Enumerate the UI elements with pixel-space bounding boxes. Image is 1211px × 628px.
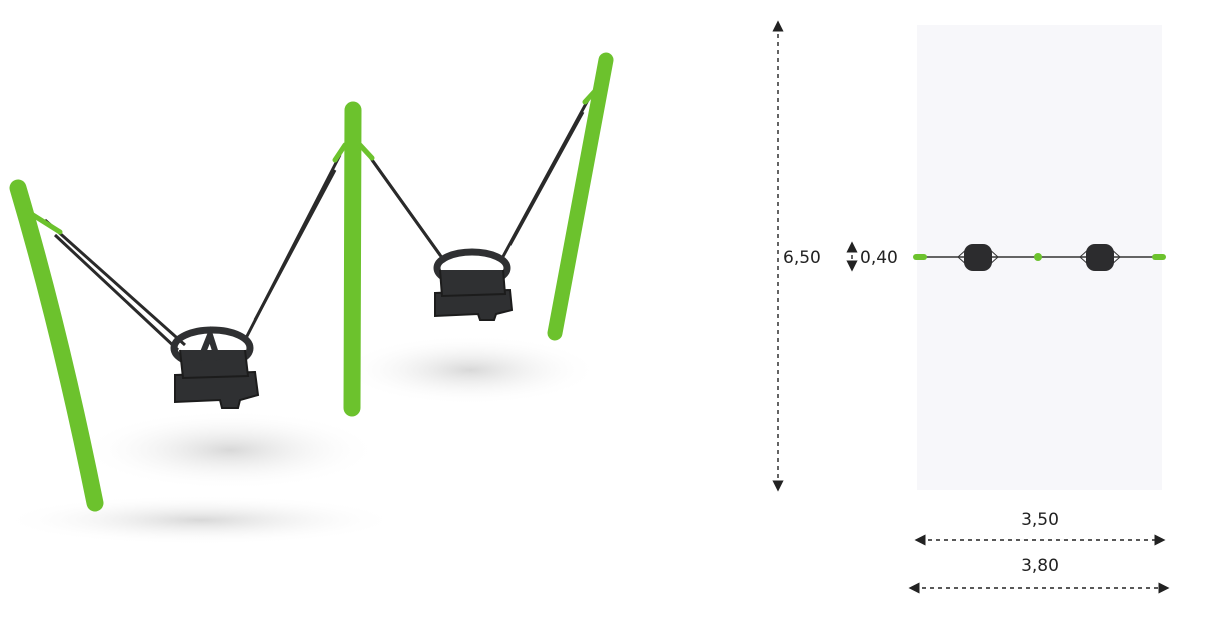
swing-render	[0, 52, 614, 545]
plan-view	[913, 25, 1166, 490]
height-label: 6,50	[783, 248, 821, 268]
seat-label: 0,40	[860, 248, 898, 268]
dimension-lines	[772, 20, 1170, 594]
seat-right	[433, 248, 514, 321]
seat-left	[170, 326, 260, 409]
inner-width-label: 3,50	[1021, 510, 1059, 530]
outer-width-label: 3,80	[1021, 556, 1059, 576]
